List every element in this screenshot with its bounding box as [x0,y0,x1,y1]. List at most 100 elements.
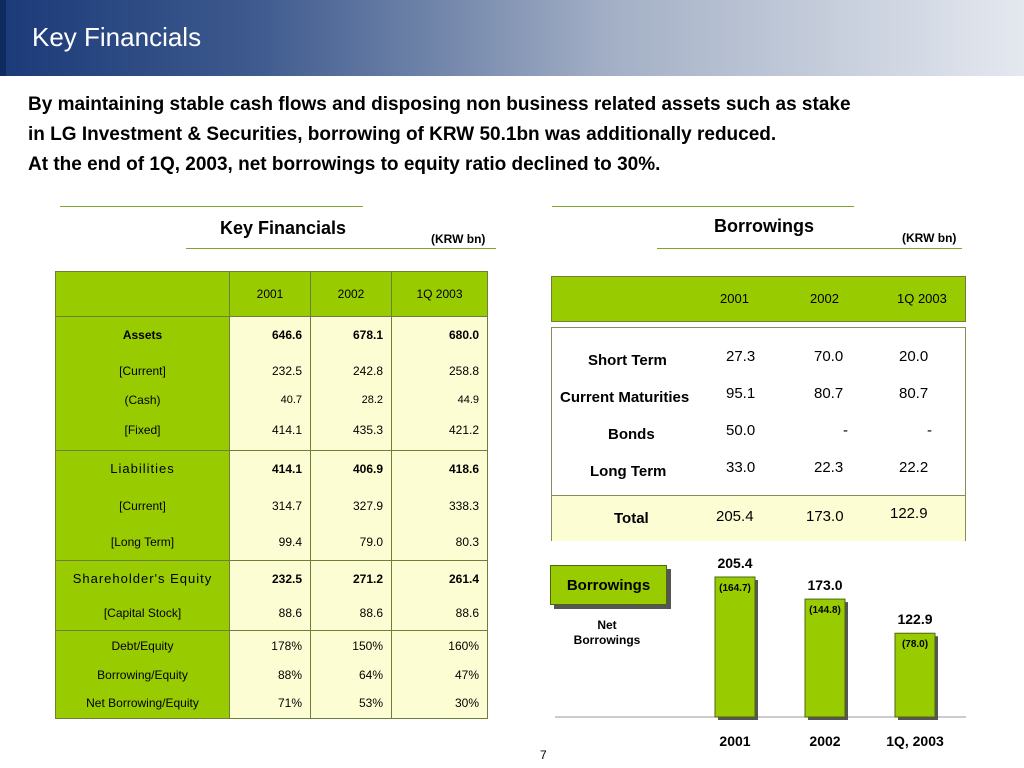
borrowings-title: Borrowings [714,216,815,236]
column-header: 1Q 2003 [391,271,488,317]
row-label: Short Term [588,352,667,369]
row-label: [Capital Stock] [55,596,230,631]
cell: 680.0 [391,316,488,353]
cell: 178% [229,630,311,661]
bar [804,598,846,718]
cell: 258.8 [391,352,488,389]
table-row: (Cash) 40.7 28.2 44.9 [55,388,488,411]
chart-title: Borrowings [566,576,651,594]
cell: 150% [310,630,392,661]
cell: 50.0 [726,422,756,439]
cell: 232.5 [229,352,311,389]
title-bar: Key Financials [0,0,1024,76]
chart-title-badge: Borrowings [550,565,667,605]
intro-text: By maintaining stable cash flows and dis… [28,90,1018,180]
key-financials-unit: (KRW bn) [431,232,486,246]
cell: 314.7 [229,486,311,525]
key-financials-title: Key Financials [220,218,347,238]
borrowings-table-body: Short Term 27.3 70.0 20.0 Current Maturi… [551,327,966,541]
row-label: Assets [55,316,230,353]
row-label: Net Borrowing/Equity [55,688,230,719]
cell: 53% [310,688,392,719]
cell: 22.2 [899,459,929,476]
cell: 646.6 [229,316,311,353]
cell: 678.1 [310,316,392,353]
column-header: 2001 [229,271,311,317]
row-label: [Current] [55,352,230,389]
cell: 80.3 [391,524,488,561]
table-row: [Long Term] 99.4 79.0 80.3 [55,524,488,561]
cell: 64% [310,660,392,689]
divider [186,248,496,249]
borrowings-unit: (KRW bn) [902,231,957,245]
bar-value-label: 122.9 [897,611,932,627]
cell: 79.0 [310,524,392,561]
cell: 47% [391,660,488,689]
row-label: Current Maturities [560,389,690,406]
table-row: [Fixed] 414.1 435.3 421.2 [55,410,488,451]
net-legend-line-2: Borrowings [573,633,641,647]
bar-value-label: 205.4 [717,555,752,571]
net-borrowings-label: (164.7) [719,583,751,594]
cell: 80.7 [814,385,844,402]
cell: - [843,422,848,439]
cell: 88.6 [310,596,392,631]
cell: 261.4 [391,560,488,597]
row-label: [Current] [55,486,230,525]
cell: 95.1 [726,385,756,402]
cell: 160% [391,630,488,661]
table-row: Shareholder's Equity 232.5 271.2 261.4 [55,560,488,597]
cell: 30% [391,688,488,719]
net-borrowings-legend: Net Borrowings [566,618,648,648]
cell: 44.9 [391,388,488,411]
bar [714,576,756,718]
column-header: 2002 [310,271,392,317]
table-row: Debt/Equity 178% 150% 160% [55,630,488,661]
cell: 271.2 [310,560,392,597]
column-header: 1Q 2003 [897,291,947,306]
cell: 173.0 [806,508,844,525]
cell: 242.8 [310,352,392,389]
table-row: [Capital Stock] 88.6 88.6 88.6 [55,596,488,631]
cell: 40.7 [229,388,311,411]
intro-line-3: At the end of 1Q, 2003, net borrowings t… [28,154,661,175]
cell: 205.4 [716,508,754,525]
cell: 232.5 [229,560,311,597]
intro-line-2: in LG Investment & Securities, borrowing… [28,124,777,145]
bar-value-label: 173.0 [807,577,842,593]
cell: 70.0 [814,348,844,365]
row-label: Long Term [590,463,667,480]
intro-line-1: By maintaining stable cash flows and dis… [28,94,851,115]
key-financials-table: 2001 2002 1Q 2003 Assets 646.6 678.1 680… [55,271,488,719]
row-label: [Fixed] [55,410,230,451]
net-legend-line-1: Net [597,618,617,632]
table-row: Net Borrowing/Equity 71% 53% 30% [55,688,488,719]
table-row: Assets 646.6 678.1 680.0 [55,316,488,353]
page-number: 7 [540,748,547,762]
table-row: [Current] 232.5 242.8 258.8 [55,352,488,389]
cell: 435.3 [310,410,392,451]
row-label: Debt/Equity [55,630,230,661]
row-label: Total [614,510,649,527]
cell: 80.7 [899,385,929,402]
cell: 99.4 [229,524,311,561]
cell: 338.3 [391,486,488,525]
x-tick-label: 2002 [809,733,840,749]
header-blank [55,271,230,317]
net-borrowings-label: (78.0) [902,639,928,650]
title-accent [0,0,6,76]
table-row: [Current] 314.7 327.9 338.3 [55,486,488,525]
cell: 22.3 [814,459,844,476]
cell: 27.3 [726,348,756,365]
cell: 88.6 [229,596,311,631]
row-label: [Long Term] [55,524,230,561]
cell: 20.0 [899,348,929,365]
row-label: Borrowing/Equity [55,660,230,689]
borrowings-table-header: 2001 2002 1Q 2003 [551,276,966,322]
cell: 418.6 [391,450,488,487]
cell: 88.6 [391,596,488,631]
borrowings-total-row: Total 205.4 173.0 122.9 [552,495,965,541]
x-tick-label: 1Q, 2003 [886,733,944,749]
table-row: Liabilities 414.1 406.9 418.6 [55,450,488,487]
